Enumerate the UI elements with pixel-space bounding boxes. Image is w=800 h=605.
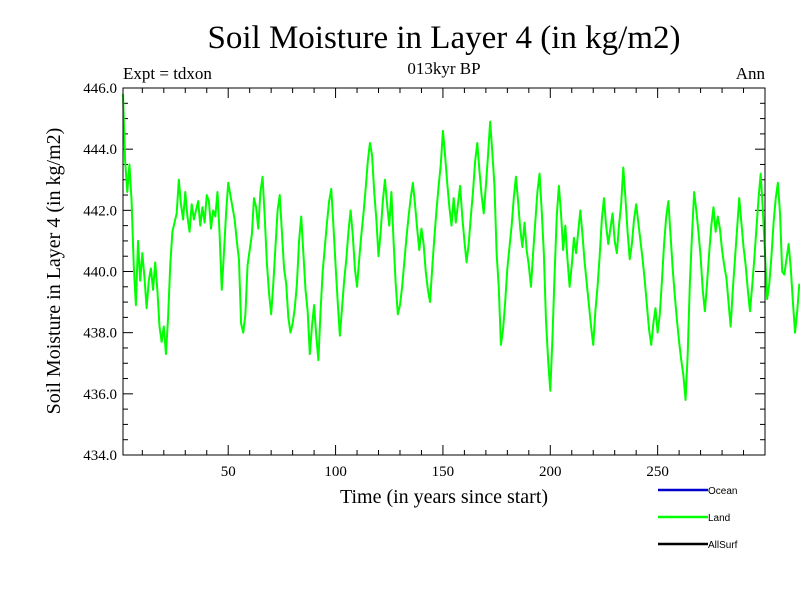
y-tick-label: 444.0 <box>83 142 117 158</box>
legend-label-ocean: Ocean <box>708 486 737 497</box>
y-tick-label: 434.0 <box>83 448 117 464</box>
legend-label-allsurf: AllSurf <box>708 540 738 551</box>
season-label: Ann <box>736 64 766 83</box>
x-tick-label: 100 <box>324 464 347 480</box>
series-line-land <box>122 94 800 401</box>
legend: Ocean Land AllSurf <box>658 486 738 551</box>
x-tick-label: 150 <box>432 464 455 480</box>
x-tick-label: 50 <box>221 464 236 480</box>
chart-title: Soil Moisture in Layer 4 (in kg/m2) <box>208 20 681 56</box>
x-tick-label: 250 <box>646 464 669 480</box>
y-tick-label: 438.0 <box>83 326 117 342</box>
x-tick-label: 200 <box>539 464 562 480</box>
chart-subtitle: 013kyr BP <box>407 59 480 78</box>
y-tick-label: 436.0 <box>83 387 117 403</box>
y-tick-label: 440.0 <box>83 265 117 281</box>
y-tick-label: 446.0 <box>83 81 117 97</box>
experiment-label: Expt = tdxon <box>123 64 212 83</box>
y-axis-label: Soil Moisture in Layer 4 (in kg/m2) <box>43 128 65 415</box>
series-layer <box>122 94 800 401</box>
legend-label-land: Land <box>708 513 730 524</box>
plot-frame <box>122 87 766 456</box>
x-axis-label: Time (in years since start) <box>340 486 548 508</box>
y-tick-label: 442.0 <box>83 203 117 219</box>
